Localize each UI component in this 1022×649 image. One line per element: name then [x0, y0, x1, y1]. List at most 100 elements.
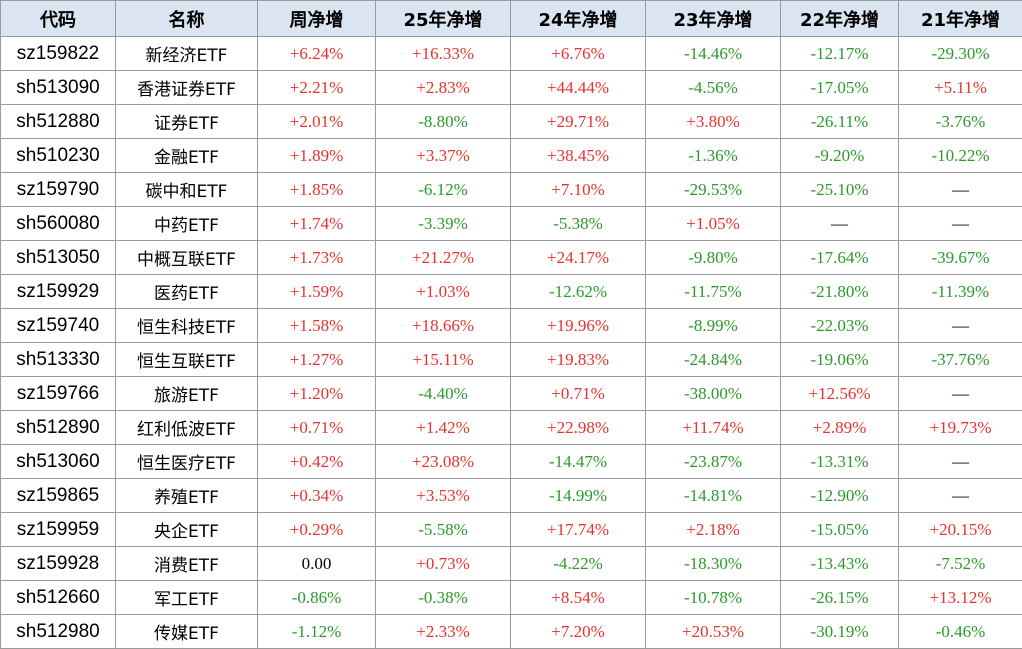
value-cell: +15.11% [375, 342, 511, 377]
table-row: sh512890 红利低波ETF +0.71% +1.42% +22.98% +11.74… [0, 410, 1022, 445]
value-cell: -38.00% [645, 376, 781, 411]
value-cell: -0.46% [898, 614, 1022, 649]
value-cell: -1.12% [257, 614, 376, 649]
value-cell: -14.99% [510, 478, 646, 513]
table-row: sz159865 养殖ETF +0.34% +3.53% -14.99% -14.81% -… [0, 478, 1022, 513]
value-cell: +3.53% [375, 478, 511, 513]
value-cell: -17.64% [780, 240, 899, 275]
value-cell: +6.76% [510, 36, 646, 71]
code-cell: sz159929 [0, 274, 116, 309]
name-cell: 恒生科技ETF [115, 308, 258, 343]
value-cell: -6.12% [375, 172, 511, 207]
value-cell: +3.37% [375, 138, 511, 173]
value-cell: +1.59% [257, 274, 376, 309]
value-cell: +20.15% [898, 512, 1022, 547]
value-cell: -4.56% [645, 70, 781, 105]
name-cell: 新经济ETF [115, 36, 258, 71]
table-body: sz159822 新经济ETF +6.24% +16.33% +6.76% -14.46%… [0, 36, 1022, 649]
value-cell: +1.89% [257, 138, 376, 173]
value-cell: -22.03% [780, 308, 899, 343]
code-cell: sh512980 [0, 614, 116, 649]
value-cell: +1.85% [257, 172, 376, 207]
value-cell: -15.05% [780, 512, 899, 547]
name-cell: 传媒ETF [115, 614, 258, 649]
header-cell: 名称 [115, 0, 258, 37]
value-cell: — [898, 444, 1022, 479]
value-cell: -4.40% [375, 376, 511, 411]
value-cell: +1.03% [375, 274, 511, 309]
header-cell: 25年净增 [375, 0, 511, 37]
header-cell: 21年净增 [898, 0, 1022, 37]
table-row: sh513330 恒生互联ETF +1.27% +15.11% +19.83% -24.8… [0, 342, 1022, 377]
code-cell: sz159790 [0, 172, 116, 207]
code-cell: sh512660 [0, 580, 116, 615]
code-cell: sz159959 [0, 512, 116, 547]
value-cell: -26.11% [780, 104, 899, 139]
value-cell: +19.96% [510, 308, 646, 343]
value-cell: +2.89% [780, 410, 899, 445]
value-cell: +2.21% [257, 70, 376, 105]
value-cell: +0.73% [375, 546, 511, 581]
code-cell: sz159766 [0, 376, 116, 411]
table-row: sz159766 旅游ETF +1.20% -4.40% +0.71% -38.00% +1… [0, 376, 1022, 411]
value-cell: +12.56% [780, 376, 899, 411]
value-cell: -18.30% [645, 546, 781, 581]
value-cell: — [898, 478, 1022, 513]
value-cell: +1.20% [257, 376, 376, 411]
value-cell: -13.43% [780, 546, 899, 581]
table-row: sz159959 央企ETF +0.29% -5.58% +17.74% +2.18% -1… [0, 512, 1022, 547]
value-cell: +7.20% [510, 614, 646, 649]
value-cell: — [898, 172, 1022, 207]
value-cell: -13.31% [780, 444, 899, 479]
value-cell: -17.05% [780, 70, 899, 105]
table-row: sh512980 传媒ETF -1.12% +2.33% +7.20% +20.53% -3… [0, 614, 1022, 649]
name-cell: 恒生互联ETF [115, 342, 258, 377]
name-cell: 恒生医疗ETF [115, 444, 258, 479]
header-cell: 23年净增 [645, 0, 781, 37]
name-cell: 中药ETF [115, 206, 258, 241]
table-row: sh513060 恒生医疗ETF +0.42% +23.08% -14.47% -23.8… [0, 444, 1022, 479]
value-cell: +8.54% [510, 580, 646, 615]
name-cell: 中概互联ETF [115, 240, 258, 275]
value-cell: +0.34% [257, 478, 376, 513]
value-cell: -11.39% [898, 274, 1022, 309]
value-cell: +6.24% [257, 36, 376, 71]
value-cell: -39.67% [898, 240, 1022, 275]
value-cell: +1.42% [375, 410, 511, 445]
name-cell: 旅游ETF [115, 376, 258, 411]
value-cell: — [780, 206, 899, 241]
value-cell: +17.74% [510, 512, 646, 547]
table-row: sz159822 新经济ETF +6.24% +16.33% +6.76% -14.46%… [0, 36, 1022, 71]
value-cell: -12.62% [510, 274, 646, 309]
value-cell: +11.74% [645, 410, 781, 445]
code-cell: sz159740 [0, 308, 116, 343]
value-cell: +1.27% [257, 342, 376, 377]
value-cell: +3.80% [645, 104, 781, 139]
code-cell: sh512890 [0, 410, 116, 445]
value-cell: -10.22% [898, 138, 1022, 173]
value-cell: +0.71% [257, 410, 376, 445]
value-cell: -5.58% [375, 512, 511, 547]
value-cell: -23.87% [645, 444, 781, 479]
table-row: sh513050 中概互联ETF +1.73% +21.27% +24.17% -9.80… [0, 240, 1022, 275]
value-cell: +18.66% [375, 308, 511, 343]
value-cell: +2.18% [645, 512, 781, 547]
header-cell: 24年净增 [510, 0, 646, 37]
value-cell: — [898, 376, 1022, 411]
value-cell: +38.45% [510, 138, 646, 173]
value-cell: -8.99% [645, 308, 781, 343]
header-cell: 周净增 [257, 0, 376, 37]
value-cell: -19.06% [780, 342, 899, 377]
code-cell: sh513050 [0, 240, 116, 275]
code-cell: sh513330 [0, 342, 116, 377]
value-cell: +1.58% [257, 308, 376, 343]
value-cell: -7.52% [898, 546, 1022, 581]
value-cell: +0.71% [510, 376, 646, 411]
value-cell: — [898, 308, 1022, 343]
code-cell: sh513090 [0, 70, 116, 105]
table-row: sh560080 中药ETF +1.74% -3.39% -5.38% +1.05% — — [0, 206, 1022, 241]
name-cell: 央企ETF [115, 512, 258, 547]
table-row: sz159740 恒生科技ETF +1.58% +18.66% +19.96% -8.99… [0, 308, 1022, 343]
